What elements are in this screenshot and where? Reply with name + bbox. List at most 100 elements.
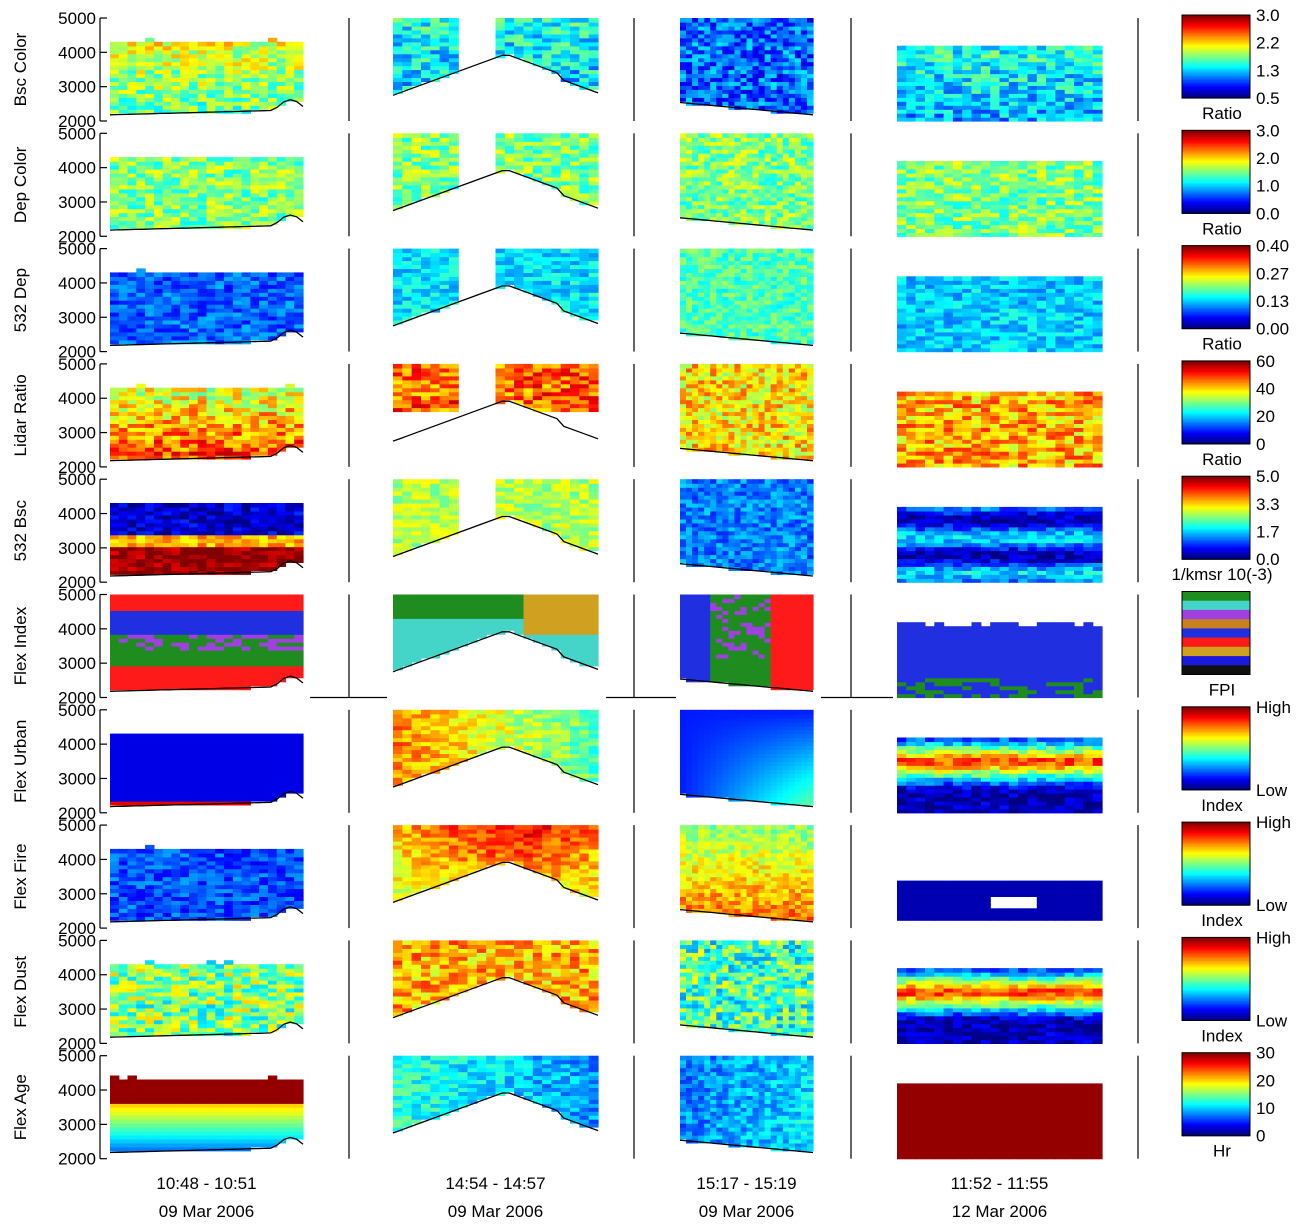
heatmap-cell xyxy=(906,161,917,166)
heatmap-cell xyxy=(504,157,515,162)
heatmap-cell xyxy=(171,77,181,82)
heatmap-cell xyxy=(722,29,729,35)
heatmap-cell xyxy=(1055,49,1066,55)
heatmap-cell xyxy=(782,41,790,47)
heatmap-cell xyxy=(925,61,935,67)
heatmap-cell xyxy=(770,248,778,254)
heatmap-cell xyxy=(800,105,808,110)
heatmap-cell xyxy=(215,276,225,281)
heatmap-cell xyxy=(758,268,766,273)
heatmap-cell xyxy=(504,45,515,51)
heatmap-cell xyxy=(722,25,729,31)
heatmap-cell xyxy=(197,327,208,333)
heatmap-cell xyxy=(980,180,991,186)
heatmap-cell xyxy=(206,161,216,166)
heatmap-cell xyxy=(692,296,699,301)
heatmap-cell xyxy=(588,149,599,154)
heatmap-cell xyxy=(1036,169,1047,174)
heatmap-cell xyxy=(758,208,766,214)
heatmap-cell xyxy=(698,288,705,293)
heatmap-cell xyxy=(1036,188,1047,194)
heatmap-cell xyxy=(411,264,422,269)
heatmap-cell xyxy=(180,192,190,198)
heatmap-cell xyxy=(934,204,945,210)
heatmap-cell xyxy=(704,137,711,142)
heatmap-cell xyxy=(162,304,172,309)
heatmap-cell xyxy=(215,101,225,106)
heatmap-cell xyxy=(704,89,711,94)
heatmap-cell xyxy=(776,304,784,309)
heatmap-cell xyxy=(962,208,973,214)
heatmap-cell xyxy=(495,45,506,51)
heatmap-cell xyxy=(962,77,973,82)
heatmap-cell xyxy=(716,196,723,202)
heatmap-cell xyxy=(1018,224,1028,229)
heatmap-cell xyxy=(788,248,796,254)
heatmap-cell xyxy=(241,180,251,186)
heatmap-cell xyxy=(495,49,506,55)
heatmap-cell xyxy=(716,145,723,150)
heatmap-cell xyxy=(925,184,935,190)
heatmap-cell xyxy=(136,180,146,186)
heatmap-cell xyxy=(241,208,251,214)
heatmap-cell xyxy=(897,319,907,325)
heatmap-cell xyxy=(402,157,413,162)
heatmap-cell xyxy=(1046,172,1056,178)
heatmap-cell xyxy=(734,81,741,86)
heatmap-cell xyxy=(495,260,506,266)
heatmap-cell xyxy=(1083,300,1094,305)
heatmap-cell xyxy=(943,232,954,237)
colorbar-slice xyxy=(1182,263,1250,266)
heatmap-cell xyxy=(692,69,699,75)
heatmap-cell xyxy=(807,25,814,31)
heatmap-cell xyxy=(710,252,717,258)
heatmap-cell xyxy=(906,81,917,86)
heatmap-cell xyxy=(542,53,552,59)
heatmap-cell xyxy=(943,300,954,305)
heatmap-cell xyxy=(758,137,766,142)
heatmap-cell xyxy=(980,77,991,82)
colorbar-slice xyxy=(1182,140,1250,142)
heatmap-cell xyxy=(1092,212,1103,218)
heatmap-cell xyxy=(250,272,260,277)
heatmap-cell xyxy=(393,157,403,162)
heatmap-cell xyxy=(686,65,693,71)
heatmap-cell xyxy=(1064,288,1075,293)
heatmap-cell xyxy=(990,212,1001,218)
heatmap-cell xyxy=(171,61,181,67)
heatmap-cell xyxy=(746,180,754,186)
heatmap-cell xyxy=(180,323,190,329)
heatmap-cell xyxy=(704,133,711,138)
heatmap-cell xyxy=(782,224,790,229)
heatmap-cell xyxy=(776,300,784,305)
heatmap-cell xyxy=(794,153,802,158)
heatmap-cell xyxy=(999,216,1010,222)
heatmap-cell xyxy=(259,323,269,329)
heatmap-cell xyxy=(692,276,699,281)
heatmap-cell xyxy=(110,323,120,329)
heatmap-cell xyxy=(560,49,571,55)
heatmap-cell xyxy=(439,248,450,254)
heatmap-cell xyxy=(1083,192,1094,198)
heatmap-cell xyxy=(145,93,155,98)
heatmap-cell xyxy=(430,260,441,266)
heatmap-cell xyxy=(906,204,917,210)
heatmap-cell xyxy=(980,85,991,90)
heatmap-cell xyxy=(110,204,120,210)
heatmap-cell xyxy=(241,61,251,67)
heatmap-cell xyxy=(710,248,717,254)
heatmap-cell xyxy=(180,335,190,341)
heatmap-cell xyxy=(1064,327,1075,333)
heatmap-cell xyxy=(925,161,935,166)
y-axis-label: Bsc Color xyxy=(11,32,30,106)
heatmap-cell xyxy=(285,292,295,297)
heatmap-cell xyxy=(588,77,599,82)
heatmap-cell xyxy=(934,323,945,329)
colorbar-unit: Ratio xyxy=(1202,219,1242,238)
heatmap-cell xyxy=(764,315,772,321)
heatmap-cell xyxy=(704,57,711,63)
heatmap-cell xyxy=(1074,113,1084,118)
heatmap-cell xyxy=(1036,216,1047,222)
heatmap-cell xyxy=(439,169,450,174)
heatmap-cell xyxy=(680,188,687,194)
